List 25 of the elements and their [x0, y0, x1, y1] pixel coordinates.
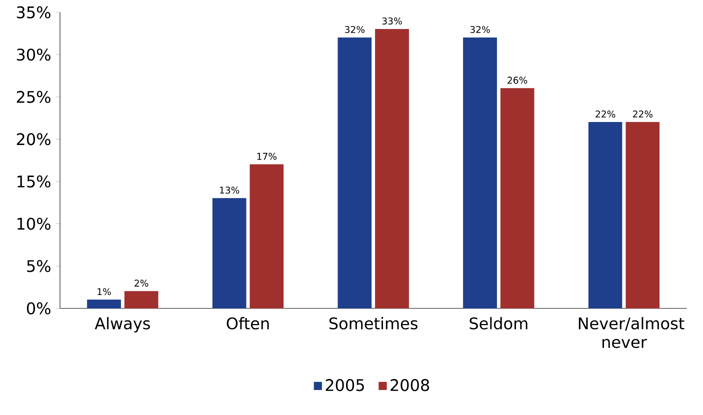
x-tick-label: Sometimes	[329, 317, 418, 330]
y-tick-label: 0%	[26, 302, 50, 314]
data-label: 13%	[220, 186, 240, 194]
data-label: 22%	[632, 110, 653, 118]
data-label: 26%	[508, 76, 528, 84]
data-label: 32%	[345, 26, 365, 33]
data-label: 17%	[257, 152, 277, 160]
x-tick-label: Seldom	[470, 317, 528, 330]
x-tick-label: Never/almost never	[578, 317, 684, 348]
y-tick-label: 15%	[17, 175, 50, 188]
data-label: 2%	[134, 280, 148, 287]
y-tick-label: 10%	[17, 218, 50, 230]
y-tick-label: 25%	[16, 90, 50, 103]
x-tick-label: Often	[226, 317, 269, 330]
x-tick-label: Always	[94, 317, 150, 333]
data-label: 1%	[98, 288, 111, 296]
data-label: 33%	[382, 17, 402, 25]
data-label: 22%	[596, 110, 616, 118]
y-tick-label: 35%	[16, 6, 50, 18]
legend-label: 2005	[326, 379, 364, 392]
y-tick-label: 30%	[16, 48, 50, 61]
data-label: 32%	[470, 26, 490, 33]
legend-label: 2008	[390, 379, 430, 392]
y-tick-label: 20%	[16, 133, 50, 146]
y-tick-label: 5%	[27, 260, 50, 272]
